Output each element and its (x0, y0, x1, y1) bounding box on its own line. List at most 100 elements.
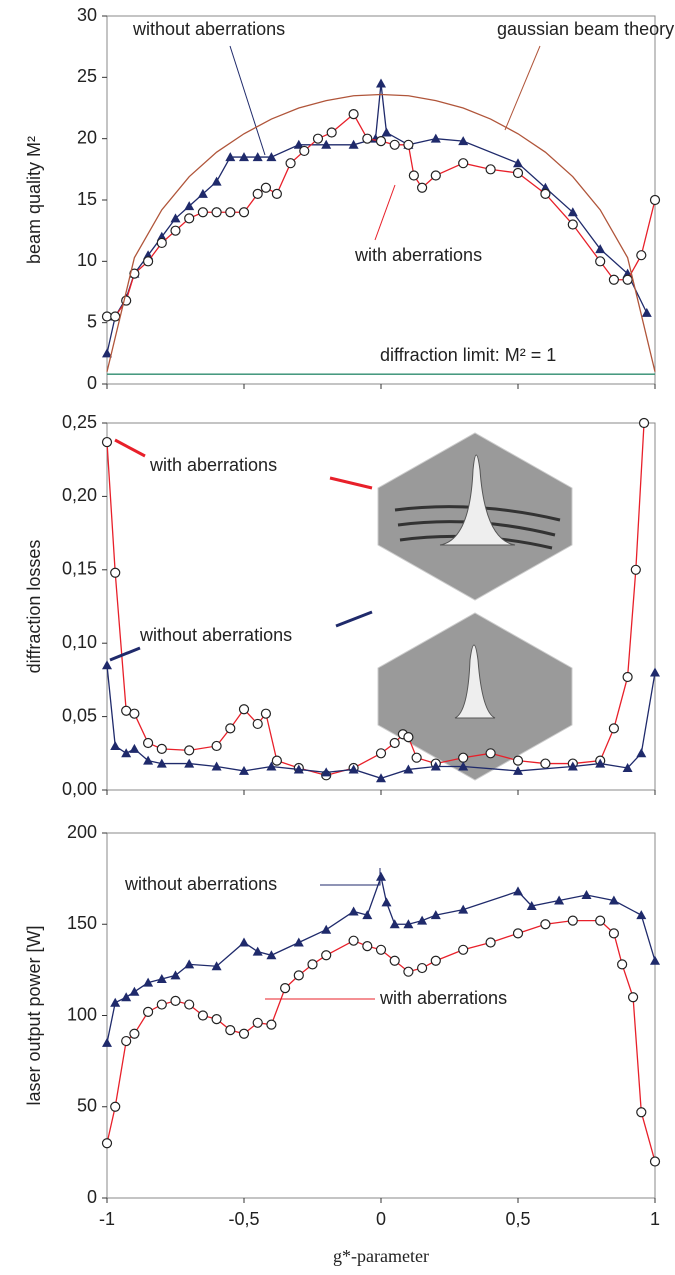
marker (129, 708, 140, 719)
marker (321, 924, 332, 934)
marker (417, 182, 428, 193)
marker (143, 256, 154, 267)
plot-frame (106, 15, 656, 385)
y-tick-label: 5 (87, 311, 97, 331)
marker (211, 176, 222, 186)
marker (102, 1037, 112, 1047)
marker (458, 136, 469, 146)
marker (266, 761, 277, 771)
marker (271, 188, 282, 199)
marker (225, 152, 236, 162)
marker (403, 764, 414, 774)
marker (403, 919, 414, 929)
marker (271, 755, 282, 766)
marker (280, 983, 291, 994)
marker (170, 225, 181, 236)
marker (362, 133, 373, 144)
marker (458, 158, 469, 169)
marker (299, 145, 310, 157)
annotation: with aberrations (379, 988, 507, 1008)
marker (184, 758, 195, 768)
y-tick-label: 50 (77, 1096, 97, 1116)
marker (143, 1006, 154, 1017)
marker (485, 937, 496, 948)
marker (389, 139, 400, 150)
marker (458, 944, 469, 955)
y-tick-label: 150 (67, 913, 97, 933)
marker (376, 773, 386, 783)
y-axis-label: beam quality M² (24, 136, 44, 264)
marker (239, 765, 249, 775)
marker (485, 748, 496, 759)
marker (403, 732, 414, 743)
marker (430, 133, 441, 143)
marker (636, 910, 647, 920)
marker (143, 977, 154, 987)
marker (595, 915, 606, 926)
plot-frame (106, 422, 656, 791)
marker (389, 737, 400, 749)
marker (408, 170, 419, 181)
marker (567, 915, 578, 926)
marker (417, 915, 428, 925)
marker (197, 207, 208, 218)
marker (110, 311, 121, 322)
marker (567, 207, 578, 217)
annotation: with aberrations (149, 455, 277, 475)
x-axis-label: g*-parameter (333, 1246, 429, 1266)
annotation-arrow (229, 45, 266, 156)
marker (225, 1024, 236, 1036)
marker (512, 167, 524, 179)
marker (239, 152, 249, 162)
annotation-arrow (329, 476, 373, 490)
marker (608, 895, 619, 905)
marker (403, 966, 414, 977)
marker (156, 999, 167, 1010)
annotation: without aberrations (139, 625, 292, 645)
marker (376, 871, 386, 881)
annotation: gaussian beam theory (497, 19, 674, 39)
y-tick-label: 30 (77, 5, 97, 25)
marker (567, 761, 578, 771)
marker (121, 1035, 132, 1047)
marker (285, 158, 296, 169)
marker (170, 213, 181, 223)
marker (260, 182, 272, 193)
marker (540, 919, 551, 930)
marker (512, 755, 524, 766)
marker (312, 133, 324, 144)
marker (430, 170, 441, 181)
marker (101, 1138, 113, 1149)
marker (638, 417, 650, 429)
series-line (106, 93, 656, 372)
marker (622, 671, 633, 683)
y-tick-label: 0,10 (62, 632, 97, 652)
marker (170, 995, 181, 1007)
marker (239, 937, 249, 947)
marker (156, 974, 167, 983)
marker (238, 207, 250, 218)
marker (554, 895, 565, 905)
marker (197, 188, 208, 198)
y-tick-label: 0,00 (62, 779, 97, 799)
marker (252, 188, 263, 199)
marker (326, 127, 337, 138)
marker (389, 919, 400, 929)
annotation-arrow (335, 610, 373, 628)
marker (389, 955, 400, 966)
marker (211, 961, 222, 971)
marker (110, 997, 121, 1007)
marker (540, 188, 551, 199)
marker (252, 1017, 263, 1028)
marker (348, 764, 359, 774)
y-tick-label: 25 (77, 66, 97, 86)
panel: 0 5 10 15 20 25 30 beam quality M² without aberr… (24, 5, 674, 393)
marker (143, 755, 154, 765)
marker (650, 955, 660, 965)
marker (156, 758, 167, 768)
marker (513, 886, 523, 896)
marker (622, 762, 633, 772)
x-tick-label: -1 (99, 1209, 115, 1229)
